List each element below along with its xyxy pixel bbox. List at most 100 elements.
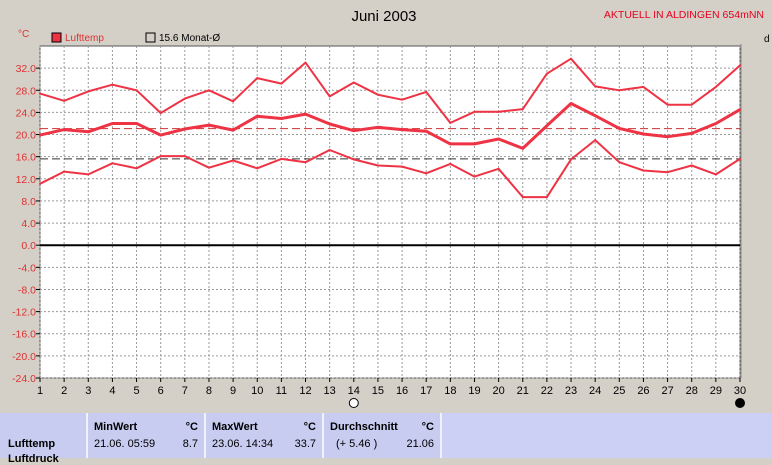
data-point <box>497 137 500 140</box>
y-axis: -24.0 -20.0 -16.0 -12.0 -8.0 -4.0 0.0 4.0 8.0 12.… <box>12 63 40 385</box>
data-point <box>425 130 428 133</box>
data-point <box>63 170 66 173</box>
y-tick-label: 12.0 <box>16 174 37 186</box>
series-line <box>39 57 741 124</box>
data-point <box>63 128 66 131</box>
x-tick-label: 17 <box>420 385 432 397</box>
stats-panel: Lufttemp Luftdruck MinWert °C 21.06. 05:… <box>0 413 772 465</box>
data-point <box>304 61 307 64</box>
data-point <box>352 129 355 132</box>
x-tick-label: 28 <box>686 385 698 397</box>
data-point <box>159 111 162 114</box>
stats-min-column: MinWert °C 21.06. 05:59 8.7 <box>88 413 206 458</box>
data-point <box>352 158 355 161</box>
stats-max-column: MaxWert °C 23.06. 14:34 33.7 <box>206 413 324 458</box>
data-point <box>473 110 476 113</box>
data-point <box>594 114 597 117</box>
x-tick-label: 25 <box>613 385 625 397</box>
data-point <box>401 165 404 168</box>
data-point <box>328 123 331 126</box>
data-point <box>714 85 717 88</box>
data-point <box>497 167 500 170</box>
stats-avg-column: Durchschnitt °C (+ 5.46 ) 21.06 <box>324 413 442 458</box>
data-point <box>521 147 524 150</box>
data-point <box>570 57 573 60</box>
min-unit: °C <box>185 421 198 433</box>
data-point <box>87 90 90 93</box>
data-point <box>304 113 307 116</box>
data-point <box>328 149 331 152</box>
data-point <box>473 175 476 178</box>
plot-background <box>39 45 741 379</box>
data-point <box>135 167 138 170</box>
data-point <box>425 172 428 175</box>
data-point <box>714 122 717 125</box>
data-point <box>304 161 307 164</box>
y-tick-label: -16.0 <box>12 329 36 341</box>
x-tick-label: 30 <box>734 385 746 397</box>
avg-header: Durchschnitt <box>330 421 398 433</box>
x-tick-label: 23 <box>565 385 577 397</box>
data-point <box>690 103 693 106</box>
data-point <box>232 100 235 103</box>
x-tick-label: 7 <box>182 385 188 397</box>
max-unit: °C <box>303 421 316 433</box>
x-tick-label: 2 <box>61 385 67 397</box>
data-point <box>594 139 597 142</box>
stats-row-label-2: Luftdruck <box>8 453 59 465</box>
y-tick-label: 8.0 <box>21 196 36 208</box>
avg-unit: °C <box>421 421 434 433</box>
x-tick-label: 15 <box>372 385 384 397</box>
x-tick-label: 3 <box>85 385 91 397</box>
y-tick-label: -24.0 <box>12 373 36 385</box>
data-point <box>570 158 573 161</box>
data-point <box>739 108 741 111</box>
avg-value: 21.06 <box>406 438 434 450</box>
x-tick-label: 20 <box>492 385 504 397</box>
x-tick-label: 19 <box>468 385 480 397</box>
x-tick-label: 10 <box>251 385 263 397</box>
data-point <box>256 115 259 118</box>
y-unit-label: °C <box>18 29 29 40</box>
data-point <box>401 98 404 101</box>
max-header: MaxWert <box>212 421 258 433</box>
data-point <box>183 97 186 100</box>
stats-row-label: Lufttemp <box>8 438 56 450</box>
data-point <box>232 159 235 162</box>
data-point <box>207 166 210 169</box>
data-point <box>159 155 162 158</box>
data-point <box>63 99 66 102</box>
data-point <box>666 135 669 138</box>
min-datetime: 21.06. 05:59 <box>94 438 156 450</box>
data-point <box>449 121 452 124</box>
data-point <box>207 124 210 127</box>
data-point <box>618 127 621 130</box>
max-value: 33.7 <box>294 438 316 450</box>
x-tick-label: 6 <box>158 385 164 397</box>
plot-area <box>39 44 742 379</box>
y-tick-label: 32.0 <box>16 63 37 75</box>
y-tick-label: 16.0 <box>16 152 37 164</box>
data-point <box>618 89 621 92</box>
x-tick-label: 18 <box>444 385 456 397</box>
x-tick-label: 11 <box>276 385 287 397</box>
data-point <box>280 157 283 160</box>
y-tick-label: 0.0 <box>21 240 36 252</box>
data-point <box>87 130 90 133</box>
y-tick-label: 4.0 <box>21 218 36 230</box>
first-quarter-moon-icon <box>348 398 359 408</box>
data-point <box>545 196 548 199</box>
x-tick-label: 29 <box>710 385 722 397</box>
x-tick-label: 1 <box>37 385 43 397</box>
data-point <box>739 64 741 67</box>
min-value: 8.7 <box>182 438 198 450</box>
data-point <box>111 122 114 125</box>
right-cut-label: d <box>764 34 770 45</box>
y-tick-label: -20.0 <box>12 351 36 363</box>
data-point <box>183 128 186 130</box>
data-point <box>545 72 548 75</box>
x-tick-label: 8 <box>206 385 212 397</box>
x-tick-label: 9 <box>230 385 236 397</box>
x-tick-label: 13 <box>324 385 336 397</box>
data-point <box>739 157 741 160</box>
